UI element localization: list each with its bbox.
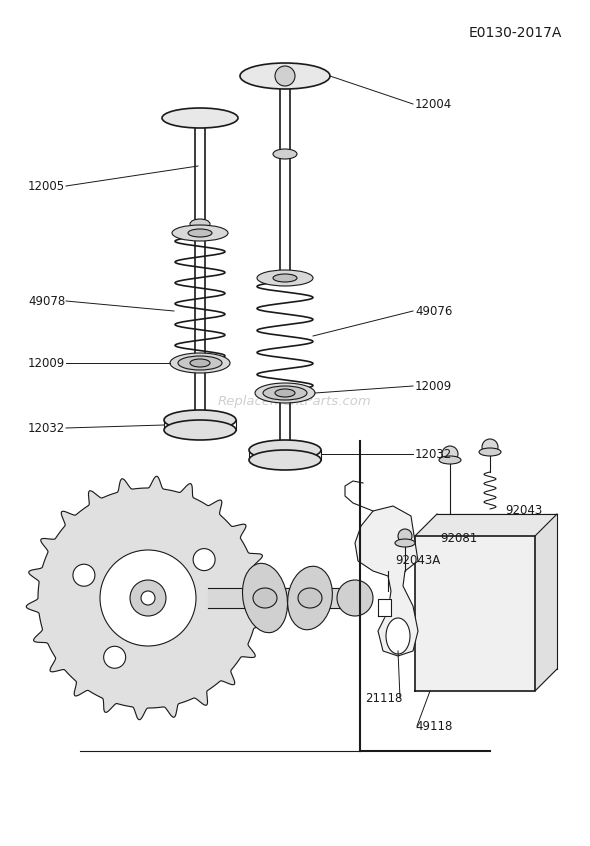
Ellipse shape bbox=[170, 353, 230, 373]
Text: 12032: 12032 bbox=[28, 421, 65, 435]
Ellipse shape bbox=[395, 539, 415, 547]
Circle shape bbox=[193, 548, 215, 570]
Polygon shape bbox=[27, 476, 270, 720]
Ellipse shape bbox=[162, 108, 238, 128]
Circle shape bbox=[442, 446, 458, 462]
Text: 49078: 49078 bbox=[28, 294, 65, 307]
Ellipse shape bbox=[188, 229, 212, 237]
Ellipse shape bbox=[479, 448, 501, 456]
Text: 49118: 49118 bbox=[415, 719, 453, 733]
Text: 12005: 12005 bbox=[28, 179, 65, 193]
Ellipse shape bbox=[275, 389, 295, 397]
Ellipse shape bbox=[164, 420, 236, 440]
Circle shape bbox=[100, 550, 196, 646]
Ellipse shape bbox=[337, 580, 373, 616]
Polygon shape bbox=[355, 506, 418, 656]
Circle shape bbox=[398, 529, 412, 543]
Polygon shape bbox=[378, 599, 391, 616]
Text: 12004: 12004 bbox=[415, 97, 453, 111]
Ellipse shape bbox=[386, 618, 410, 654]
Ellipse shape bbox=[242, 563, 287, 633]
Polygon shape bbox=[535, 514, 557, 691]
Text: 21118: 21118 bbox=[365, 691, 402, 705]
Ellipse shape bbox=[190, 359, 210, 367]
Ellipse shape bbox=[263, 386, 307, 400]
Circle shape bbox=[141, 591, 155, 605]
Ellipse shape bbox=[240, 63, 330, 89]
Ellipse shape bbox=[190, 219, 210, 229]
Circle shape bbox=[104, 646, 126, 668]
Ellipse shape bbox=[273, 274, 297, 282]
Ellipse shape bbox=[298, 588, 322, 608]
Ellipse shape bbox=[439, 456, 461, 464]
Ellipse shape bbox=[178, 356, 222, 370]
Ellipse shape bbox=[164, 410, 236, 430]
Circle shape bbox=[275, 66, 295, 86]
Text: 49076: 49076 bbox=[415, 305, 453, 317]
Polygon shape bbox=[415, 536, 535, 691]
Ellipse shape bbox=[288, 566, 332, 629]
Ellipse shape bbox=[257, 270, 313, 286]
Ellipse shape bbox=[273, 149, 297, 159]
Ellipse shape bbox=[172, 225, 228, 241]
Text: 12009: 12009 bbox=[415, 380, 453, 393]
Text: 92081: 92081 bbox=[440, 531, 477, 545]
Circle shape bbox=[130, 580, 166, 616]
Text: 12032: 12032 bbox=[415, 448, 453, 460]
Text: 12009: 12009 bbox=[28, 356, 65, 370]
Ellipse shape bbox=[249, 440, 321, 460]
Circle shape bbox=[73, 564, 95, 586]
Text: ReplacementParts.com: ReplacementParts.com bbox=[218, 394, 372, 408]
Ellipse shape bbox=[255, 383, 315, 403]
Ellipse shape bbox=[253, 588, 277, 608]
Ellipse shape bbox=[249, 450, 321, 470]
Text: 92043A: 92043A bbox=[395, 554, 440, 568]
Text: 92043: 92043 bbox=[505, 504, 542, 518]
Circle shape bbox=[482, 439, 498, 455]
Polygon shape bbox=[415, 514, 557, 536]
Text: E0130-2017A: E0130-2017A bbox=[468, 26, 562, 40]
